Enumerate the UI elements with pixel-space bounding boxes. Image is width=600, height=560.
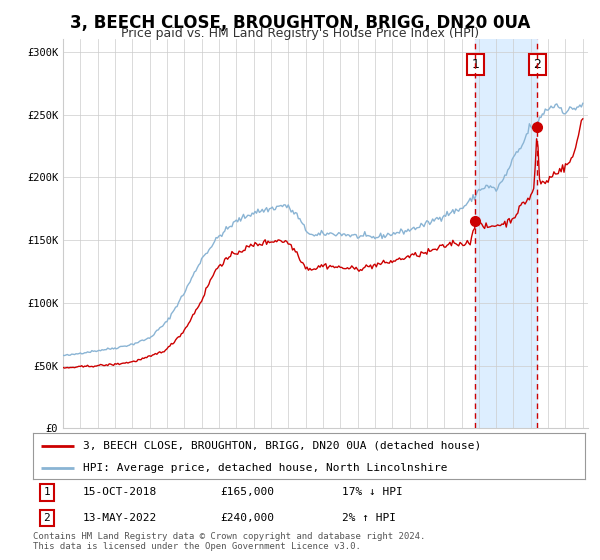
Text: £240,000: £240,000: [221, 513, 275, 523]
Text: 1: 1: [43, 487, 50, 497]
Text: £165,000: £165,000: [221, 487, 275, 497]
Text: 17% ↓ HPI: 17% ↓ HPI: [342, 487, 403, 497]
Text: HPI: Average price, detached house, North Lincolnshire: HPI: Average price, detached house, Nort…: [83, 463, 447, 473]
Text: 1: 1: [471, 58, 479, 71]
Bar: [475, 39, 537, 428]
Text: 2% ↑ HPI: 2% ↑ HPI: [342, 513, 396, 523]
Text: Contains HM Land Registry data © Crown copyright and database right 2024.
This d: Contains HM Land Registry data © Crown c…: [33, 532, 425, 552]
Text: 2: 2: [533, 58, 541, 71]
Text: 3, BEECH CLOSE, BROUGHTON, BRIGG, DN20 0UA (detached house): 3, BEECH CLOSE, BROUGHTON, BRIGG, DN20 0…: [83, 441, 481, 451]
Text: 3, BEECH CLOSE, BROUGHTON, BRIGG, DN20 0UA: 3, BEECH CLOSE, BROUGHTON, BRIGG, DN20 0…: [70, 14, 530, 32]
Text: Price paid vs. HM Land Registry's House Price Index (HPI): Price paid vs. HM Land Registry's House …: [121, 27, 479, 40]
Text: 13-MAY-2022: 13-MAY-2022: [83, 513, 157, 523]
Text: 2: 2: [43, 513, 50, 523]
Text: 15-OCT-2018: 15-OCT-2018: [83, 487, 157, 497]
